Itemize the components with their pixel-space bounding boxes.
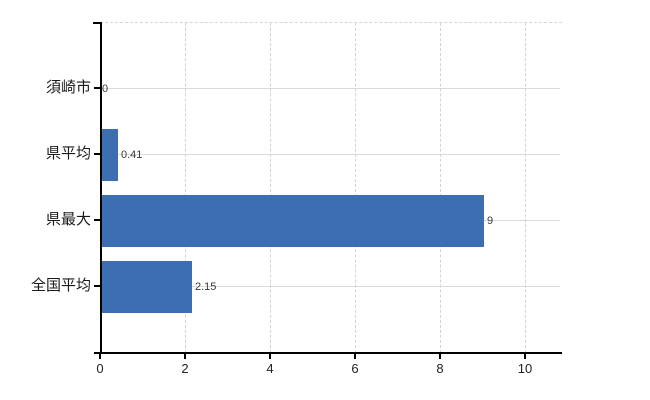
- y-tick: [94, 87, 100, 89]
- x-tick-label: 8: [436, 361, 444, 376]
- value-label: 0.41: [121, 149, 143, 161]
- y-axis: [100, 22, 102, 352]
- v-gridline: [440, 23, 441, 353]
- h-gridline: [100, 154, 560, 155]
- x-tick-label: 0: [96, 361, 104, 376]
- v-gridline: [355, 23, 356, 353]
- category-label: 県平均: [45, 145, 91, 162]
- x-tick: [184, 352, 186, 359]
- category-label: 須崎市: [45, 79, 91, 96]
- bar: [101, 129, 118, 181]
- x-tick: [439, 352, 441, 359]
- value-label: 9: [487, 215, 494, 227]
- x-tick-label: 6: [351, 361, 359, 376]
- v-gridline: [185, 23, 186, 353]
- h-gridline: [100, 88, 560, 89]
- y-tick: [94, 219, 100, 221]
- y-tick: [94, 285, 100, 287]
- value-label: 0: [102, 83, 109, 95]
- v-gridline: [270, 23, 271, 353]
- plot-area: 0 0.41 9 2.15: [100, 22, 562, 353]
- y-tick: [94, 153, 100, 155]
- x-tick-label: 4: [266, 361, 274, 376]
- x-tick: [99, 352, 101, 359]
- x-tick: [354, 352, 356, 359]
- y-axis-top-cap: [93, 22, 100, 24]
- x-tick-label: 10: [517, 361, 533, 376]
- v-gridline: [525, 23, 526, 353]
- x-axis: [94, 352, 562, 354]
- category-label: 県最大: [45, 211, 91, 228]
- x-tick-label: 2: [181, 361, 189, 376]
- bar: [101, 261, 192, 313]
- h-gridline: [100, 286, 560, 287]
- x-tick: [269, 352, 271, 359]
- bar: [101, 195, 484, 247]
- x-tick: [524, 352, 526, 359]
- category-label: 全国平均: [30, 277, 91, 294]
- value-label: 2.15: [195, 281, 217, 293]
